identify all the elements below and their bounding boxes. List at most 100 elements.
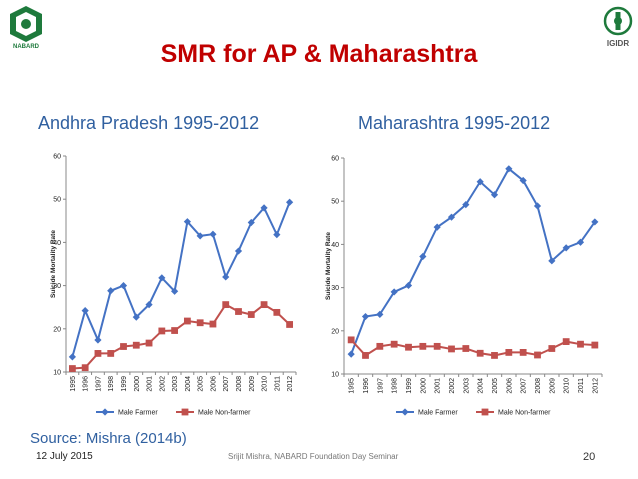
data-point: [235, 308, 242, 315]
data-point: [209, 320, 217, 328]
data-point: [260, 204, 268, 212]
data-point: [448, 345, 455, 353]
data-point: [81, 364, 89, 372]
footer-date: 12 July 2015: [36, 451, 93, 462]
y-tick-label: 50: [331, 199, 339, 206]
y-tick-label: 50: [53, 197, 61, 204]
data-point: [107, 350, 115, 357]
data-point: [362, 352, 369, 359]
y-tick-label: 30: [331, 285, 339, 292]
legend-label: Male Farmer: [118, 410, 158, 417]
data-point: [132, 313, 140, 321]
x-tick-label: 2000: [420, 378, 427, 394]
data-point: [234, 247, 243, 255]
y-axis-label: Suicide Mortality Rate: [50, 230, 57, 298]
y-tick-label: 20: [331, 328, 339, 335]
data-point: [591, 341, 599, 349]
maharashtra-chart: 10 20 30 40 50 60 1995 1996 1997 1998 1999 2000 2001…: [325, 156, 603, 417]
y-tick-label: 30: [53, 283, 61, 290]
x-tick-label: 1996: [363, 378, 370, 394]
data-point: [361, 312, 370, 321]
data-point: [247, 311, 255, 318]
x-tick-label: 2005: [492, 378, 499, 394]
x-tick-label: 2007: [521, 378, 528, 394]
x-tick-label: 1999: [121, 376, 128, 392]
data-point: [476, 349, 484, 357]
x-tick-label: 2003: [172, 376, 179, 392]
data-point: [533, 202, 542, 210]
nabard-logo-text: NABARD: [13, 44, 40, 50]
data-point: [562, 338, 570, 345]
chart-title-andhra: Andhra Pradesh 1995-2012: [38, 113, 260, 133]
legend-marker: [401, 408, 409, 416]
data-point: [171, 327, 179, 334]
y-tick-label: 40: [331, 242, 339, 249]
data-point: [145, 339, 153, 347]
x-tick-label: 2002: [159, 376, 166, 392]
series-line-male-farmer: [350, 167, 596, 355]
data-point: [433, 342, 441, 350]
data-point: [347, 350, 355, 358]
igidr-logo-text: IGIDR: [607, 39, 629, 48]
slide-title: SMR for AP & Maharashtra: [160, 40, 478, 68]
x-tick-label: 2009: [549, 378, 556, 394]
data-point: [94, 350, 102, 357]
data-point: [376, 342, 384, 350]
x-tick-label: 2009: [249, 376, 256, 392]
x-tick-label: 2010: [262, 376, 269, 392]
data-point: [120, 343, 127, 350]
y-tick-label: 60: [331, 156, 339, 163]
x-tick-label: 2011: [274, 376, 281, 391]
x-tick-label: 2006: [210, 376, 217, 392]
data-point: [390, 340, 398, 348]
y-tick-label: 40: [53, 240, 61, 247]
page-number: 20: [583, 451, 596, 463]
data-point: [107, 287, 115, 295]
data-point: [419, 252, 427, 261]
x-tick-label: 2008: [236, 376, 243, 392]
data-point: [68, 353, 76, 361]
x-tick-label: 2007: [223, 376, 230, 392]
nabard-logo-icon: NABARD: [10, 6, 42, 50]
data-point: [222, 273, 230, 281]
x-tick-label: 1998: [392, 378, 399, 394]
data-point: [273, 231, 281, 239]
y-axis-label: Suicide Mortality Rate: [325, 232, 332, 300]
data-point: [462, 345, 470, 352]
x-tick-label: 2002: [449, 378, 456, 394]
y-tick-label: 10: [331, 372, 339, 379]
data-point: [94, 336, 102, 344]
data-point: [505, 349, 513, 356]
x-tick-label: 1997: [377, 378, 384, 394]
data-point: [576, 238, 585, 246]
data-point: [591, 218, 599, 226]
data-point: [519, 349, 527, 356]
data-point: [171, 287, 179, 295]
legend-label: Male Farmer: [418, 410, 458, 417]
data-point: [183, 218, 191, 226]
data-point: [286, 198, 294, 206]
data-point: [196, 319, 204, 327]
data-point: [260, 301, 268, 309]
data-point: [490, 191, 499, 199]
x-tick-label: 2012: [592, 378, 599, 394]
data-point: [534, 351, 541, 359]
x-tick-label: 1995: [349, 378, 356, 394]
x-tick-label: 2010: [564, 378, 571, 394]
data-point: [548, 345, 556, 352]
data-point: [286, 321, 294, 328]
data-point: [158, 327, 166, 335]
igidr-logo-icon: IGIDR: [603, 6, 633, 48]
andhra-chart: 10 20 30 40 50 60 1995 1996 1997 1998 1999 2000 2001…: [50, 154, 297, 417]
x-tick-label: 1995: [70, 376, 77, 392]
x-tick-label: 1996: [83, 376, 90, 392]
data-point: [119, 282, 128, 290]
y-tick-label: 10: [53, 370, 61, 377]
source-note: Source: Mishra (2014b): [30, 430, 187, 447]
x-tick-label: 2004: [478, 378, 485, 394]
x-tick-label: 1998: [108, 376, 115, 392]
data-point: [447, 213, 456, 221]
legend-label: Male Non-farmer: [198, 410, 251, 417]
data-point: [222, 301, 230, 309]
y-tick-label: 20: [53, 326, 61, 333]
